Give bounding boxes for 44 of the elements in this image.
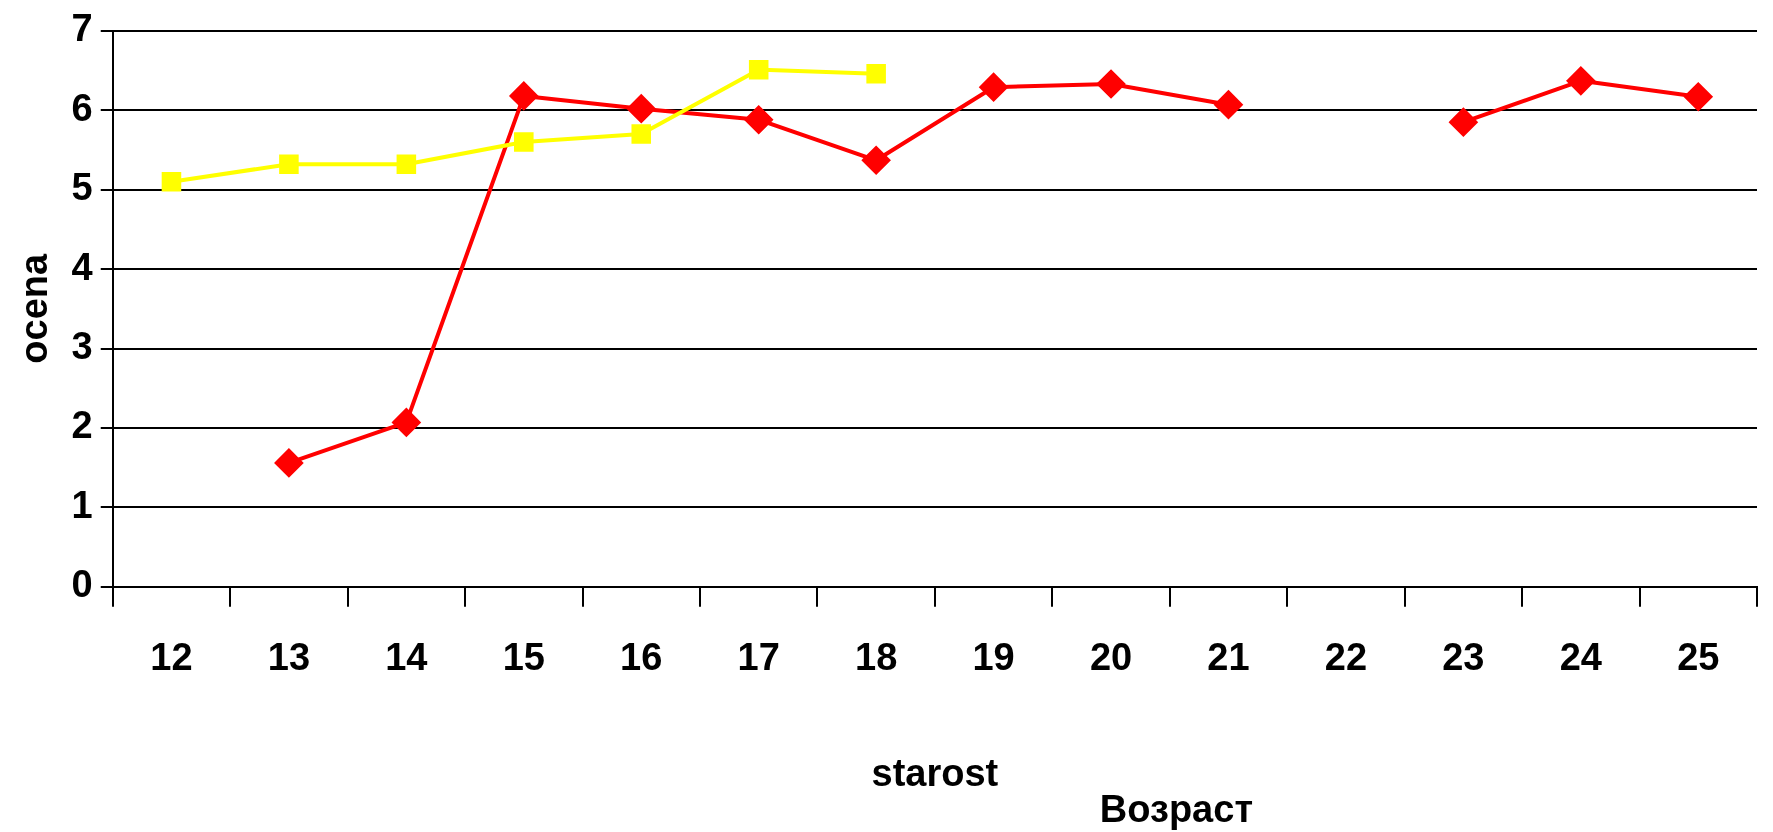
- point: [866, 63, 886, 84]
- point: [1449, 108, 1478, 137]
- x-tick-label: 16: [620, 636, 663, 679]
- y-tick-label: 1: [71, 483, 93, 526]
- point: [509, 81, 538, 110]
- x-tick-label: 15: [502, 636, 545, 679]
- point: [627, 94, 656, 123]
- x-tick-label: 12: [150, 636, 193, 679]
- point: [1214, 90, 1243, 119]
- x-tick-label: 13: [267, 636, 311, 679]
- point: [392, 408, 421, 437]
- y-tick-label: 7: [71, 7, 93, 50]
- x-tick-label: 14: [385, 636, 428, 679]
- y-tick-label: 6: [71, 86, 93, 129]
- point: [1684, 82, 1713, 111]
- x-tick-label: 17: [737, 636, 780, 679]
- x-tick-label: 18: [855, 636, 898, 679]
- x-tick-label: 19: [972, 636, 1015, 679]
- text: Возраст: [1099, 788, 1254, 831]
- point: [631, 124, 652, 144]
- y-axis-title: ocena: [13, 253, 56, 364]
- x-tick-label: 22: [1324, 636, 1368, 679]
- point: [1097, 70, 1126, 99]
- y-tick-label: 2: [71, 404, 93, 447]
- point: [396, 154, 417, 175]
- x-tick-label: 23: [1442, 636, 1485, 679]
- point: [161, 171, 182, 192]
- x-tick-label: 20: [1089, 636, 1133, 679]
- point: [748, 59, 769, 80]
- x-axis-title: starost: [871, 751, 999, 794]
- point: [979, 73, 1008, 102]
- point: [744, 105, 773, 134]
- y-tick-label: 0: [71, 563, 93, 606]
- x-tick-label: 25: [1677, 636, 1720, 679]
- point: [862, 146, 891, 175]
- point: [279, 154, 299, 175]
- point: [514, 132, 534, 152]
- y-tick-label: 4: [71, 245, 93, 288]
- point: [1566, 66, 1595, 95]
- y-tick-label: 3: [71, 325, 93, 367]
- x-tick-label: 21: [1207, 636, 1250, 679]
- point: [274, 448, 303, 477]
- x-tick-label: 24: [1559, 636, 1602, 679]
- y-tick-label: 5: [71, 166, 93, 209]
